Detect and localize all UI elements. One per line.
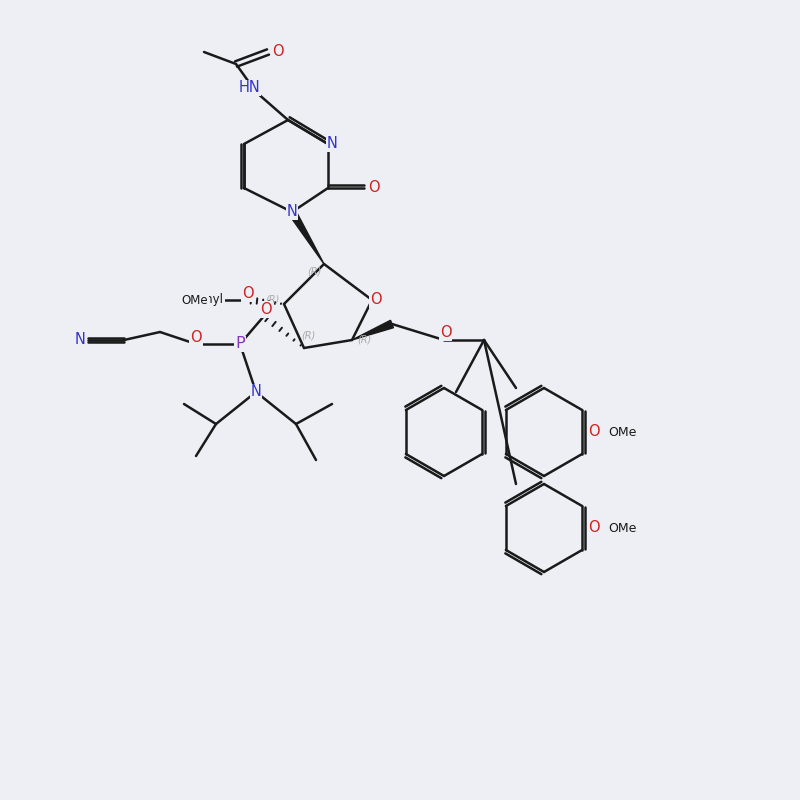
Polygon shape	[289, 210, 324, 264]
Text: HN: HN	[238, 81, 261, 95]
Text: N: N	[74, 333, 86, 347]
Text: (R): (R)	[265, 295, 279, 305]
Text: N: N	[326, 137, 338, 151]
Text: O: O	[368, 181, 379, 195]
Text: (R): (R)	[301, 331, 315, 341]
Text: (R): (R)	[357, 335, 371, 345]
Text: O: O	[242, 286, 254, 301]
Polygon shape	[352, 320, 394, 340]
Text: (R): (R)	[307, 267, 322, 277]
Text: O: O	[589, 425, 600, 439]
Text: OMe: OMe	[182, 294, 208, 306]
Text: O: O	[440, 326, 451, 340]
Text: Methyl: Methyl	[184, 294, 224, 306]
Text: O: O	[370, 293, 382, 307]
Text: P: P	[235, 337, 245, 351]
Text: OMe: OMe	[608, 522, 636, 534]
Text: N: N	[250, 385, 262, 399]
Text: O: O	[589, 521, 600, 535]
Text: N: N	[286, 205, 298, 219]
Text: OMe: OMe	[608, 426, 636, 438]
Text: O: O	[272, 45, 283, 59]
Text: O: O	[260, 302, 271, 317]
Text: O: O	[190, 330, 202, 345]
